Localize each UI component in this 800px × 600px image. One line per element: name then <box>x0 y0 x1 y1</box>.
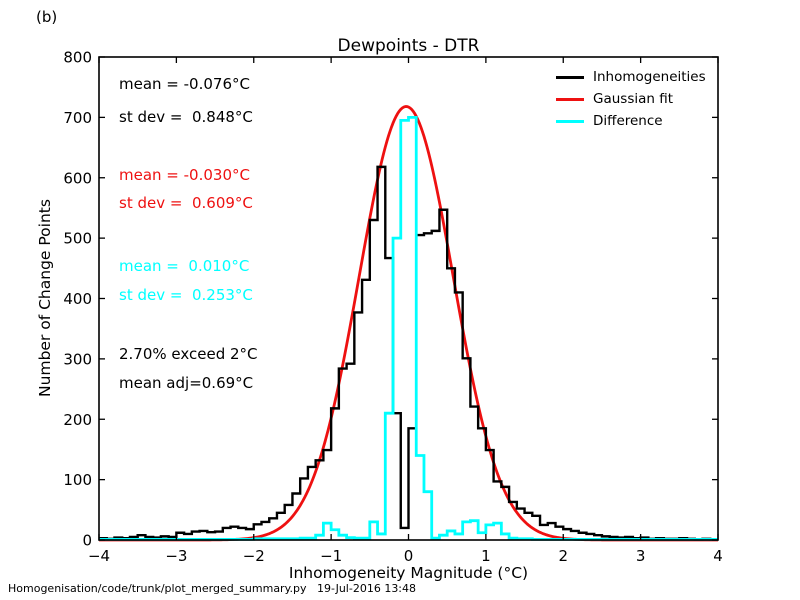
x-tick-label: −4 <box>88 547 110 565</box>
legend-label-inhomogeneities: Inhomogeneities <box>593 69 706 85</box>
y-axis-label: Number of Change Points <box>36 199 54 397</box>
annotation-fit-mean: mean = -0.030°C <box>119 166 250 184</box>
x-tick-label: −2 <box>243 547 265 565</box>
x-axis-label: Inhomogeneity Magnitude (°C) <box>288 564 529 582</box>
legend-label-difference: Difference <box>593 113 663 129</box>
figure-panel-label: (b) <box>36 8 58 26</box>
x-tick-label: 2 <box>558 547 568 565</box>
y-tick-label: 700 <box>63 109 92 127</box>
legend-item-inhomogeneities: Inhomogeneities <box>556 66 706 88</box>
source-footer: Homogenisation/code/trunk/plot_merged_su… <box>8 582 417 595</box>
y-tick-label: 800 <box>63 49 92 67</box>
legend-label-gaussian-fit: Gaussian fit <box>593 91 674 107</box>
x-tick-label: 3 <box>636 547 646 565</box>
y-tick-label: 500 <box>63 230 92 248</box>
annotation-fit-stdev: st dev = 0.609°C <box>119 194 253 212</box>
gaussian-fit-line-swatch <box>556 97 584 101</box>
x-tick-label: 0 <box>404 547 414 565</box>
legend-item-gaussian-fit: Gaussian fit <box>556 88 706 110</box>
annotation-hist-mean: mean = -0.076°C <box>119 75 250 93</box>
inhomogeneities-line-swatch <box>556 75 584 79</box>
x-tick-label: 1 <box>481 547 491 565</box>
chart-title: Dewpoints - DTR <box>337 36 480 56</box>
y-tick-label: 100 <box>63 471 92 489</box>
y-tick-label: 0 <box>82 532 92 550</box>
x-tick-label: 4 <box>713 547 723 565</box>
y-tick-label: 300 <box>63 350 92 368</box>
legend-item-difference: Difference <box>556 110 706 132</box>
annotation-diff-stdev: st dev = 0.253°C <box>119 286 253 304</box>
annotation-mean-adj: mean adj=0.69°C <box>119 374 254 392</box>
annotation-hist-stdev: st dev = 0.848°C <box>119 108 253 126</box>
y-tick-label: 200 <box>63 411 92 429</box>
y-tick-label: 600 <box>63 169 92 187</box>
annotation-exceed: 2.70% exceed 2°C <box>119 345 258 363</box>
difference-line-swatch <box>556 119 584 123</box>
annotation-diff-mean: mean = 0.010°C <box>119 257 250 275</box>
x-tick-label: −3 <box>165 547 187 565</box>
y-tick-label: 400 <box>63 290 92 308</box>
legend: Inhomogeneities Gaussian fit Difference <box>556 66 706 132</box>
x-tick-label: −1 <box>320 547 342 565</box>
